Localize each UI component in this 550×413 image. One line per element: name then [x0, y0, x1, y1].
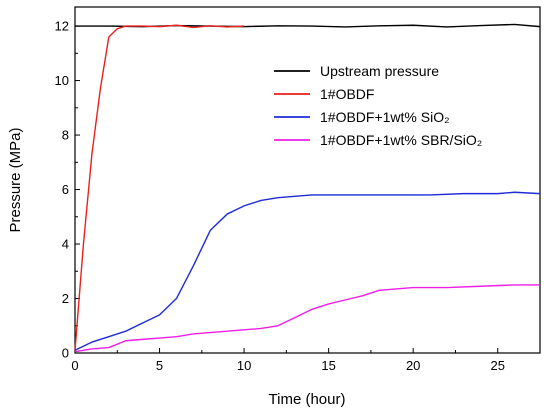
- y-tick-label: 10: [55, 73, 69, 88]
- x-axis-title: Time (hour): [269, 391, 346, 408]
- x-axis: 0 5 10 15 20 25: [71, 348, 505, 373]
- x-tick-label: 0: [71, 358, 78, 373]
- x-tick-label: 20: [406, 358, 420, 373]
- x-tick-label: 25: [490, 358, 504, 373]
- legend-label-3: 1#OBDF+1wt% SBR/SiO₂: [320, 132, 482, 148]
- x-tick-label: 10: [237, 358, 251, 373]
- plot-border: [74, 6, 541, 354]
- legend-label-0: Upstream pressure: [320, 63, 439, 79]
- plot-frame: [74, 6, 541, 354]
- y-tick-label: 6: [62, 182, 69, 197]
- series-line-1: [74, 24, 245, 351]
- legend-label-2: 1#OBDF+1wt% SiO₂: [320, 109, 450, 125]
- y-tick-label: 2: [62, 291, 69, 306]
- series-line-3: [74, 284, 540, 353]
- y-tick-label: 12: [55, 19, 69, 34]
- y-axis-title: Pressure (MPa): [7, 127, 24, 232]
- x-tick-label: 5: [156, 358, 163, 373]
- y-tick-label: 4: [62, 237, 69, 252]
- series-line-2: [74, 191, 541, 351]
- legend: Upstream pressure 1#OBDF 1#OBDF+1wt% SiO₂ 1…: [274, 63, 482, 148]
- y-tick-label: 8: [62, 128, 69, 143]
- y-axis: 0 2 4 6 8 10 12: [55, 19, 80, 361]
- y-tick-label: 0: [62, 346, 69, 361]
- legend-label-1: 1#OBDF: [320, 86, 374, 102]
- x-tick-label: 15: [321, 358, 335, 373]
- series-layer: [74, 23, 541, 353]
